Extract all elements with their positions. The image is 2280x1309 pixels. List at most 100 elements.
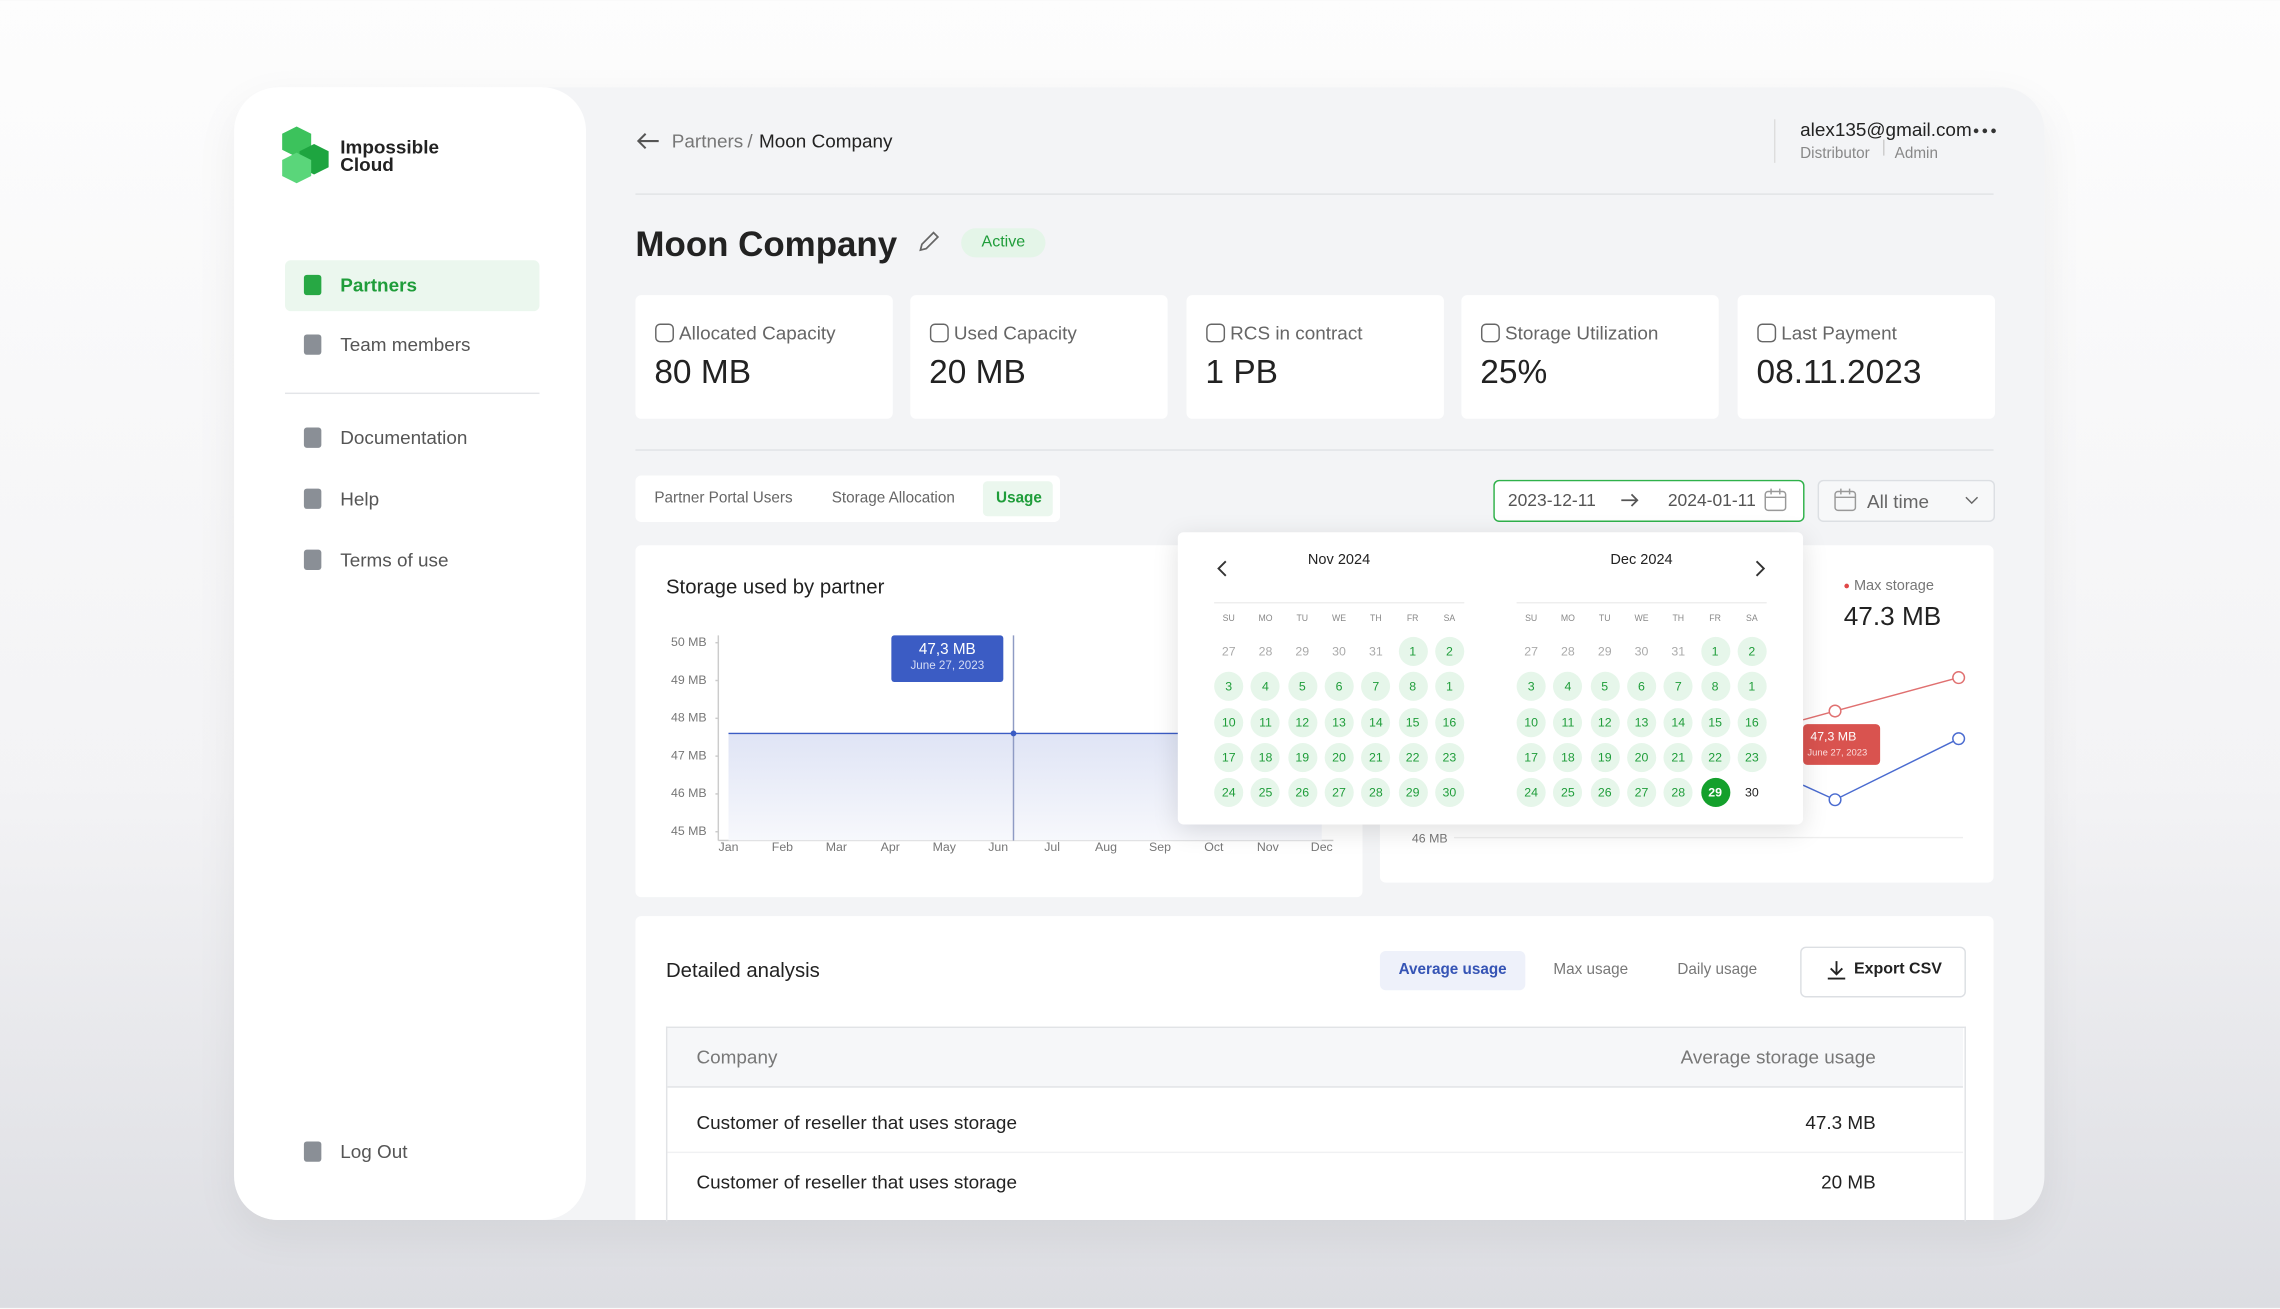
day[interactable]: 11 bbox=[1561, 715, 1575, 730]
day[interactable]: 20 bbox=[1634, 749, 1649, 765]
nav-item[interactable]: Team members bbox=[340, 333, 471, 356]
day-bg[interactable] bbox=[1590, 777, 1620, 808]
day-bg[interactable] bbox=[1324, 708, 1354, 738]
day[interactable]: 27 bbox=[1221, 643, 1236, 659]
day[interactable]: 25 bbox=[1561, 784, 1575, 800]
day[interactable]: 13 bbox=[1634, 715, 1649, 730]
day[interactable]: 27 bbox=[1524, 643, 1539, 659]
day-bg[interactable] bbox=[1214, 708, 1244, 738]
day-bg[interactable] bbox=[1398, 708, 1428, 738]
day[interactable]: 19 bbox=[1295, 749, 1310, 765]
day[interactable]: 5 bbox=[1601, 678, 1609, 694]
more-menu[interactable] bbox=[1973, 125, 1996, 137]
day-bg[interactable] bbox=[1250, 743, 1281, 773]
tab[interactable]: Partner Portal Users bbox=[654, 489, 793, 508]
day-bg[interactable] bbox=[1737, 636, 1767, 666]
day[interactable]: 6 bbox=[1335, 678, 1343, 694]
day[interactable]: 14 bbox=[1671, 715, 1686, 730]
day[interactable]: 20 bbox=[1332, 749, 1346, 765]
day-bg[interactable] bbox=[1361, 671, 1391, 701]
day[interactable]: 3 bbox=[1225, 678, 1233, 694]
day[interactable]: 28 bbox=[1561, 643, 1575, 659]
day[interactable]: 30 bbox=[1634, 643, 1649, 659]
day[interactable]: 3 bbox=[1527, 678, 1535, 694]
day-bg[interactable] bbox=[1398, 636, 1428, 666]
day-bg[interactable] bbox=[1700, 743, 1730, 773]
day-bg[interactable] bbox=[1590, 743, 1620, 773]
day-bg[interactable] bbox=[1434, 708, 1464, 738]
day[interactable]: 1 bbox=[1711, 643, 1719, 659]
day-bg[interactable] bbox=[1663, 743, 1693, 773]
day-bg[interactable] bbox=[1398, 743, 1428, 773]
day-bg[interactable] bbox=[1553, 743, 1583, 773]
day[interactable]: 24 bbox=[1524, 784, 1539, 800]
day-bg[interactable] bbox=[1700, 708, 1730, 738]
day[interactable]: 6 bbox=[1638, 678, 1645, 694]
day-bg[interactable] bbox=[1287, 671, 1317, 701]
day[interactable]: 28 bbox=[1258, 643, 1273, 659]
day[interactable]: 31 bbox=[1671, 643, 1686, 659]
day-bg[interactable] bbox=[1553, 777, 1583, 808]
tab[interactable]: Storage Allocation bbox=[831, 489, 955, 508]
day-bg[interactable] bbox=[1287, 743, 1317, 773]
day-bg[interactable] bbox=[1700, 636, 1730, 666]
day[interactable]: 10 bbox=[1524, 715, 1539, 730]
day[interactable]: 21 bbox=[1368, 749, 1383, 765]
day-bg[interactable] bbox=[1516, 743, 1546, 773]
day[interactable]: 23 bbox=[1442, 749, 1457, 765]
date-range[interactable] bbox=[1493, 479, 1805, 523]
day[interactable]: 22 bbox=[1405, 749, 1420, 765]
day[interactable]: 8 bbox=[1711, 678, 1719, 694]
breadcrumb-link[interactable]: Partners bbox=[671, 130, 744, 152]
logout[interactable]: Log Out bbox=[340, 1140, 408, 1163]
day[interactable]: 21 bbox=[1671, 749, 1686, 765]
day[interactable]: 16 bbox=[1744, 715, 1759, 730]
day[interactable]: 8 bbox=[1409, 678, 1417, 694]
day-bg[interactable] bbox=[1626, 743, 1657, 773]
day[interactable]: 31 bbox=[1368, 643, 1383, 659]
day[interactable]: 14 bbox=[1368, 715, 1383, 730]
day-bg[interactable] bbox=[1287, 777, 1317, 808]
day-bg[interactable] bbox=[1361, 743, 1391, 773]
day-bg[interactable] bbox=[1516, 777, 1546, 808]
day[interactable]: 29 bbox=[1708, 784, 1722, 800]
day-bg[interactable] bbox=[1737, 671, 1767, 701]
day[interactable]: 12 bbox=[1295, 715, 1310, 730]
day-bg[interactable] bbox=[1553, 708, 1583, 738]
day[interactable]: 22 bbox=[1708, 749, 1722, 765]
day-bg[interactable] bbox=[1361, 777, 1391, 808]
day-bg[interactable] bbox=[1214, 777, 1244, 808]
day[interactable]: 17 bbox=[1524, 749, 1539, 765]
day-bg[interactable] bbox=[1737, 708, 1767, 738]
day-bg[interactable] bbox=[1398, 671, 1428, 701]
day[interactable]: 26 bbox=[1597, 784, 1612, 800]
day-bg[interactable] bbox=[1663, 671, 1693, 701]
day-bg[interactable] bbox=[1626, 671, 1657, 701]
day[interactable]: 30 bbox=[1744, 784, 1759, 800]
nav-item[interactable]: Partners bbox=[340, 274, 417, 296]
day-bg[interactable] bbox=[1700, 777, 1730, 808]
day[interactable]: 28 bbox=[1368, 784, 1383, 800]
day-bg[interactable] bbox=[1737, 743, 1767, 773]
edit-icon[interactable] bbox=[916, 231, 940, 254]
day[interactable]: 15 bbox=[1708, 715, 1722, 730]
day-bg[interactable] bbox=[1250, 708, 1281, 738]
day[interactable]: 7 bbox=[1674, 678, 1682, 694]
day-bg[interactable] bbox=[1516, 671, 1546, 701]
day-bg[interactable] bbox=[1434, 671, 1464, 701]
day-bg[interactable] bbox=[1553, 671, 1583, 701]
day[interactable]: 7 bbox=[1372, 678, 1380, 694]
day[interactable]: 16 bbox=[1442, 715, 1457, 730]
day-bg[interactable] bbox=[1434, 777, 1464, 808]
nav-link[interactable]: Help bbox=[340, 487, 380, 510]
day[interactable]: 5 bbox=[1298, 678, 1306, 694]
day[interactable]: 26 bbox=[1295, 784, 1310, 800]
day-bg[interactable] bbox=[1663, 708, 1693, 738]
day-bg[interactable] bbox=[1700, 671, 1730, 701]
day-bg[interactable] bbox=[1626, 708, 1657, 738]
day-bg[interactable] bbox=[1398, 777, 1428, 808]
day[interactable]: 30 bbox=[1332, 643, 1346, 659]
analysis-tab[interactable]: Average usage bbox=[1398, 960, 1507, 979]
day[interactable]: 1 bbox=[1748, 678, 1756, 694]
day[interactable]: 30 bbox=[1442, 784, 1457, 800]
